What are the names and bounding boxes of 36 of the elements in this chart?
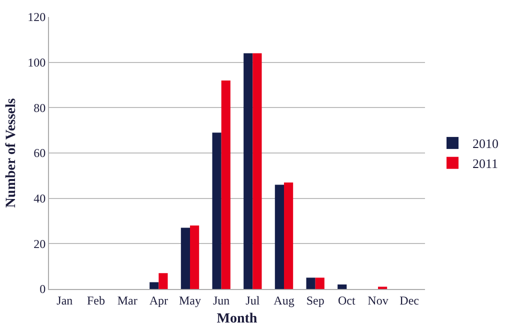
y-tick-label: 60 (34, 146, 46, 160)
y-tick-label: 120 (28, 10, 46, 24)
x-tick-label: Mar (117, 293, 138, 308)
x-tick-label: Dec (400, 293, 419, 308)
x-tick-label: May (179, 293, 201, 308)
bar (244, 53, 253, 289)
legend-label: 2011 (472, 156, 498, 171)
y-tick-label: 80 (34, 100, 46, 115)
bar (150, 282, 159, 289)
bar (252, 53, 262, 289)
x-tick-label: Jun (212, 293, 230, 308)
bar (338, 284, 347, 289)
x-tick-label: Jan (56, 293, 73, 308)
y-axis-title: Number of Vessels (4, 98, 20, 208)
x-tick-label: Aug (274, 293, 294, 308)
y-tick-label: 40 (34, 192, 46, 206)
bar (274, 184, 284, 289)
legend-label: 2010 (472, 136, 499, 152)
y-tick-label: 20 (34, 236, 46, 251)
bar (190, 226, 200, 289)
x-tick-label: Apr (149, 293, 168, 308)
x-tick-label: Jul (246, 293, 260, 308)
x-tick-label: Feb (87, 293, 105, 308)
bar (284, 182, 294, 289)
bar (158, 273, 168, 289)
bar (221, 80, 230, 289)
bar (306, 278, 316, 289)
x-tick-label: Oct (338, 293, 356, 308)
bar (212, 132, 222, 289)
bar (315, 278, 324, 289)
y-tick-label: 100 (28, 56, 46, 70)
x-tick-label: Nov (368, 293, 388, 308)
x-axis-title: Month (216, 312, 258, 327)
y-tick-label: 0 (40, 282, 46, 296)
x-tick-label: Sep (306, 293, 324, 308)
bar (180, 228, 190, 289)
